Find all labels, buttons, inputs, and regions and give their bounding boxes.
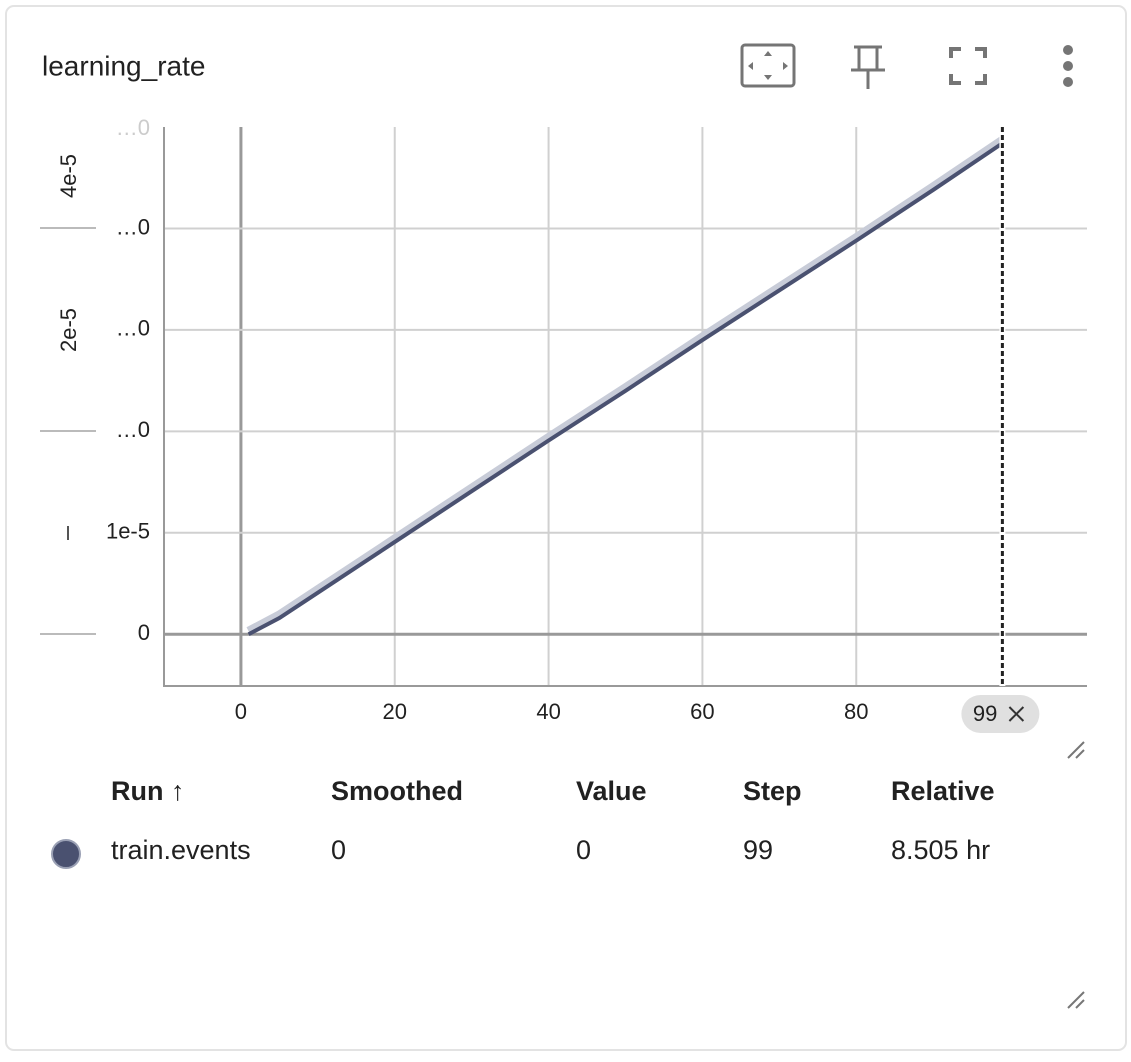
card-frame [5, 5, 1127, 1051]
table-cell: 0 [576, 835, 591, 865]
table-header: Value [576, 776, 647, 806]
fullscreen-button[interactable] [949, 47, 987, 85]
table-cell: 99 [743, 835, 773, 865]
y-tick-label: …0 [116, 115, 150, 140]
chip-bg [961, 695, 1040, 733]
table-header: Relative [891, 776, 995, 806]
run-color-dot [51, 839, 81, 869]
card-title: learning_rate [42, 50, 205, 81]
y-tick-label: 1e-5 [106, 519, 150, 544]
more-menu-button[interactable] [1063, 45, 1073, 87]
table-cell: 0 [331, 835, 346, 865]
fit-domain-button[interactable] [740, 43, 796, 88]
x-tick-label: 0 [235, 699, 247, 724]
y-tick-label: 0 [138, 620, 150, 645]
line-halo [246, 136, 1005, 636]
table-header: Run ↑ [111, 776, 185, 806]
cursor-label: 99 [973, 701, 997, 726]
chip-close-icon [1008, 706, 1025, 722]
table-header: Smoothed [331, 776, 463, 806]
x-tick-label: 40 [536, 699, 560, 724]
pin-button[interactable] [851, 45, 885, 89]
x-tick-label: 60 [690, 699, 714, 724]
axis-decor [40, 227, 96, 635]
table-cell: train.events [111, 835, 251, 865]
y-tick-label: …0 [116, 417, 150, 442]
x-tick-label: 80 [844, 699, 868, 724]
x-tick-label: 20 [383, 699, 407, 724]
plot-frame [163, 127, 1087, 687]
y-tick-label: …0 [116, 316, 150, 341]
table-header: Step [743, 776, 802, 806]
y-side-label: 4e-5 [56, 154, 81, 198]
line [247, 141, 1004, 637]
resize-handle[interactable] [1067, 991, 1085, 1009]
resize-handle[interactable] [1067, 741, 1085, 759]
table-cell: 8.505 hr [891, 835, 990, 865]
y-side-label: 2e-5 [56, 308, 81, 352]
cursor-chip[interactable]: 99 [961, 695, 1040, 733]
y-tick-label: …0 [116, 214, 150, 239]
